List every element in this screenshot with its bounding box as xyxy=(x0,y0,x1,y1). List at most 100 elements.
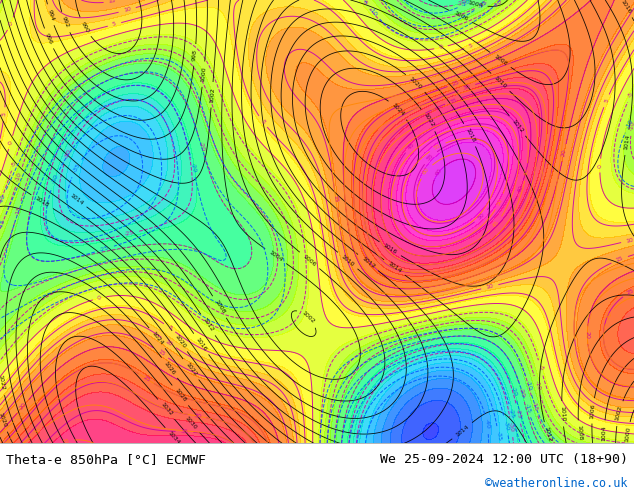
Text: 25: 25 xyxy=(141,374,151,383)
Text: -5: -5 xyxy=(11,159,17,167)
Text: 50: 50 xyxy=(496,197,503,206)
Text: 25: 25 xyxy=(587,310,594,319)
Text: -5: -5 xyxy=(628,91,634,99)
Text: 5: 5 xyxy=(604,98,609,103)
Text: 1030: 1030 xyxy=(184,415,198,430)
Text: 25: 25 xyxy=(626,288,634,296)
Text: -20: -20 xyxy=(190,162,197,173)
Text: 1010: 1010 xyxy=(340,254,355,268)
Text: 20: 20 xyxy=(16,411,26,419)
Text: 1020: 1020 xyxy=(173,333,186,349)
Text: 5: 5 xyxy=(1,112,7,117)
Text: 1012: 1012 xyxy=(510,118,524,133)
Text: 15: 15 xyxy=(333,195,339,203)
Text: 10: 10 xyxy=(123,7,132,13)
Text: -15: -15 xyxy=(477,0,488,9)
Text: Theta-e 850hPa [°C] ECMWF: Theta-e 850hPa [°C] ECMWF xyxy=(6,453,206,466)
Text: 1014: 1014 xyxy=(387,261,402,274)
Text: 15: 15 xyxy=(615,256,624,263)
Text: 998: 998 xyxy=(192,49,198,61)
Text: 1012: 1012 xyxy=(202,317,214,333)
Text: 20: 20 xyxy=(560,148,567,157)
Text: 0: 0 xyxy=(439,45,443,50)
Text: -25: -25 xyxy=(515,408,522,419)
Text: 1002: 1002 xyxy=(615,405,623,421)
Text: 1002: 1002 xyxy=(209,87,215,103)
Text: -15: -15 xyxy=(478,0,489,8)
Text: 5: 5 xyxy=(468,43,474,49)
Text: 55: 55 xyxy=(426,153,435,162)
Text: -30: -30 xyxy=(503,420,510,431)
Text: 1006: 1006 xyxy=(302,253,317,267)
Text: -30: -30 xyxy=(508,422,515,433)
Text: 0: 0 xyxy=(97,295,102,301)
Text: 1008: 1008 xyxy=(493,53,508,67)
Text: 0: 0 xyxy=(8,140,13,145)
Text: 1010: 1010 xyxy=(559,406,566,422)
Text: 1014: 1014 xyxy=(455,424,470,438)
Text: 20: 20 xyxy=(505,59,514,66)
Text: -15: -15 xyxy=(523,402,531,414)
Text: -10: -10 xyxy=(493,0,504,9)
Text: 25: 25 xyxy=(445,85,454,93)
Text: -20: -20 xyxy=(461,0,472,8)
Text: -20: -20 xyxy=(198,141,205,152)
Text: 1008: 1008 xyxy=(213,299,226,315)
Text: 35: 35 xyxy=(449,97,458,104)
Text: -25: -25 xyxy=(124,230,135,237)
Text: 1018: 1018 xyxy=(464,127,476,143)
Text: 1026: 1026 xyxy=(163,360,176,375)
Text: 35: 35 xyxy=(429,106,438,114)
Text: 1024: 1024 xyxy=(391,102,405,117)
Text: 10: 10 xyxy=(625,237,634,244)
Text: 30: 30 xyxy=(193,413,202,419)
Text: -10: -10 xyxy=(525,380,533,391)
Text: 1006: 1006 xyxy=(590,403,596,419)
Text: 1004: 1004 xyxy=(467,0,483,8)
Text: -15: -15 xyxy=(15,205,22,216)
Text: 25: 25 xyxy=(451,80,460,87)
Text: ©weatheronline.co.uk: ©weatheronline.co.uk xyxy=(485,476,628,490)
Text: -30: -30 xyxy=(63,148,72,159)
Text: 30: 30 xyxy=(462,84,472,91)
Text: 1034: 1034 xyxy=(167,430,181,445)
Text: 1006: 1006 xyxy=(453,11,469,22)
Text: -10: -10 xyxy=(15,171,23,182)
Text: 40: 40 xyxy=(517,184,524,193)
Text: 35: 35 xyxy=(61,438,70,445)
Text: -25: -25 xyxy=(99,245,110,253)
Text: -35: -35 xyxy=(72,163,81,174)
Text: 15: 15 xyxy=(108,0,117,4)
Text: 45: 45 xyxy=(407,141,416,150)
Text: 996: 996 xyxy=(44,32,53,45)
Text: -20: -20 xyxy=(510,386,517,397)
Text: -15: -15 xyxy=(531,401,538,412)
Text: 30: 30 xyxy=(34,427,43,436)
Text: 1020: 1020 xyxy=(408,76,423,90)
Text: 20: 20 xyxy=(585,331,590,339)
Text: -10: -10 xyxy=(368,6,378,17)
Text: 1002: 1002 xyxy=(301,310,315,324)
Text: 1028: 1028 xyxy=(173,388,187,403)
Text: -15: -15 xyxy=(0,218,6,229)
Text: 1012: 1012 xyxy=(360,256,376,270)
Text: 992: 992 xyxy=(61,16,70,29)
Text: 1016: 1016 xyxy=(382,243,398,255)
Text: -10: -10 xyxy=(0,193,6,204)
Text: 40: 40 xyxy=(523,168,529,176)
Text: 1004: 1004 xyxy=(602,425,607,441)
Text: 15: 15 xyxy=(157,349,165,357)
Text: 55: 55 xyxy=(433,143,442,151)
Text: 35: 35 xyxy=(181,429,188,435)
Text: -5: -5 xyxy=(361,0,368,6)
Text: 1004: 1004 xyxy=(268,249,283,263)
Text: -25: -25 xyxy=(508,408,515,419)
Text: 30: 30 xyxy=(605,311,613,320)
Text: 5: 5 xyxy=(112,22,117,27)
Text: 1000: 1000 xyxy=(624,426,631,442)
Text: 10: 10 xyxy=(164,338,173,347)
Text: 25: 25 xyxy=(21,421,30,430)
Text: 60: 60 xyxy=(434,168,443,176)
Text: 10: 10 xyxy=(486,283,494,290)
Text: -35: -35 xyxy=(495,431,501,441)
